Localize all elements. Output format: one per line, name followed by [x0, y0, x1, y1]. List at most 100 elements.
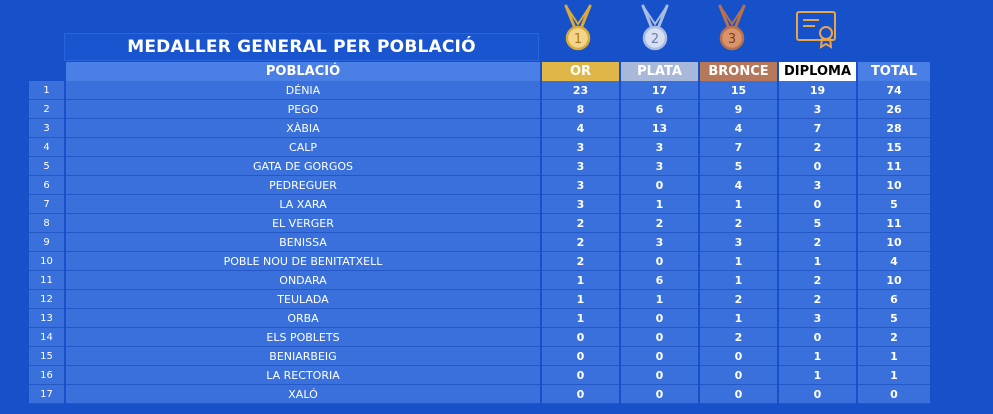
- silver-medal-icon: 2: [637, 4, 673, 52]
- row-poblacio: ORBA: [66, 309, 540, 328]
- row-plata: 0: [621, 309, 698, 328]
- row-diploma: 5: [779, 214, 856, 233]
- row-diploma: 7: [779, 119, 856, 138]
- row-total: 11: [858, 157, 930, 176]
- row-poblacio: DÉNIA: [66, 81, 540, 100]
- row-poblacio: BENIARBEIG: [66, 347, 540, 366]
- row-total: 1: [858, 366, 930, 385]
- row-plata: 0: [621, 252, 698, 271]
- row-poblacio: ONDARA: [66, 271, 540, 290]
- header-or: OR: [542, 62, 619, 81]
- row-number: 15: [29, 347, 64, 366]
- header-bronce: BRONCE: [700, 62, 777, 81]
- row-or: 3: [542, 138, 619, 157]
- row-total: 26: [858, 100, 930, 119]
- row-poblacio: CALP: [66, 138, 540, 157]
- diploma-icon: [795, 10, 839, 50]
- row-diploma: 2: [779, 138, 856, 157]
- row-poblacio: XALÓ: [66, 385, 540, 404]
- row-or: 8: [542, 100, 619, 119]
- row-bronce: 5: [700, 157, 777, 176]
- row-number: 10: [29, 252, 64, 271]
- row-total: 0: [858, 385, 930, 404]
- row-poblacio: BENISSA: [66, 233, 540, 252]
- row-number: 12: [29, 290, 64, 309]
- row-total: 2: [858, 328, 930, 347]
- row-number: 4: [29, 138, 64, 157]
- row-plata: 1: [621, 290, 698, 309]
- row-plata: 3: [621, 233, 698, 252]
- row-number: 14: [29, 328, 64, 347]
- row-diploma: 0: [779, 385, 856, 404]
- row-diploma: 3: [779, 100, 856, 119]
- row-or: 23: [542, 81, 619, 100]
- bronze-medal-icon: 3: [714, 4, 750, 52]
- row-total: 5: [858, 309, 930, 328]
- row-poblacio: PEDREGUER: [66, 176, 540, 195]
- row-plata: 13: [621, 119, 698, 138]
- row-or: 3: [542, 157, 619, 176]
- row-plata: 2: [621, 214, 698, 233]
- row-number: 13: [29, 309, 64, 328]
- row-total: 10: [858, 176, 930, 195]
- row-poblacio: ELS POBLETS: [66, 328, 540, 347]
- row-total: 4: [858, 252, 930, 271]
- row-or: 0: [542, 328, 619, 347]
- row-or: 2: [542, 233, 619, 252]
- row-poblacio: PEGO: [66, 100, 540, 119]
- gold-medal-number: 1: [574, 32, 582, 47]
- row-or: 0: [542, 366, 619, 385]
- row-or: 2: [542, 214, 619, 233]
- row-plata: 0: [621, 366, 698, 385]
- row-poblacio: TEULADA: [66, 290, 540, 309]
- row-number: 2: [29, 100, 64, 119]
- row-or: 1: [542, 309, 619, 328]
- row-plata: 1: [621, 195, 698, 214]
- row-or: 1: [542, 271, 619, 290]
- row-bronce: 0: [700, 385, 777, 404]
- row-poblacio: LA XARA: [66, 195, 540, 214]
- row-total: 74: [858, 81, 930, 100]
- title-box: MEDALLER GENERAL PER POBLACIÓ: [64, 33, 539, 61]
- row-number: 16: [29, 366, 64, 385]
- row-bronce: 0: [700, 347, 777, 366]
- row-poblacio: XÀBIA: [66, 119, 540, 138]
- row-diploma: 1: [779, 347, 856, 366]
- header-plata: PLATA: [621, 62, 698, 81]
- row-number: 6: [29, 176, 64, 195]
- row-bronce: 7: [700, 138, 777, 157]
- row-plata: 0: [621, 328, 698, 347]
- row-bronce: 2: [700, 214, 777, 233]
- row-diploma: 19: [779, 81, 856, 100]
- row-diploma: 2: [779, 290, 856, 309]
- row-number: 17: [29, 385, 64, 404]
- row-total: 15: [858, 138, 930, 157]
- row-or: 4: [542, 119, 619, 138]
- row-or: 3: [542, 176, 619, 195]
- row-plata: 0: [621, 385, 698, 404]
- row-total: 5: [858, 195, 930, 214]
- row-poblacio: GATA DE GORGOS: [66, 157, 540, 176]
- row-plata: 0: [621, 347, 698, 366]
- row-total: 10: [858, 271, 930, 290]
- row-number: 8: [29, 214, 64, 233]
- row-poblacio: LA RECTORIA: [66, 366, 540, 385]
- row-bronce: 4: [700, 176, 777, 195]
- row-diploma: 0: [779, 157, 856, 176]
- row-diploma: 2: [779, 271, 856, 290]
- row-bronce: 9: [700, 100, 777, 119]
- header-diploma: DIPLOMA: [779, 62, 856, 81]
- row-bronce: 1: [700, 252, 777, 271]
- medal-table: POBLACIÓ OR PLATA BRONCE DIPLOMA TOTAL 1…: [29, 62, 930, 404]
- row-bronce: 1: [700, 195, 777, 214]
- row-bronce: 2: [700, 290, 777, 309]
- row-plata: 3: [621, 138, 698, 157]
- row-bronce: 0: [700, 366, 777, 385]
- row-plata: 17: [621, 81, 698, 100]
- row-diploma: 1: [779, 252, 856, 271]
- row-total: 1: [858, 347, 930, 366]
- row-diploma: 3: [779, 176, 856, 195]
- row-diploma: 2: [779, 233, 856, 252]
- row-bronce: 15: [700, 81, 777, 100]
- row-total: 6: [858, 290, 930, 309]
